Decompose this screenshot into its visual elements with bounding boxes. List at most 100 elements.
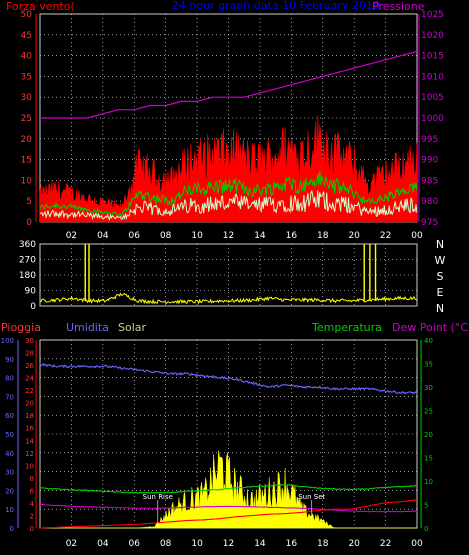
humidity-series — [39, 363, 418, 395]
rain-axis-title: Pioggia — [1, 321, 41, 334]
wind-low-series — [39, 189, 418, 221]
wind-tick-30: 30 — [21, 93, 33, 103]
p3-time-tick-16: 16 — [286, 539, 298, 549]
wind-tick-5: 5 — [26, 197, 32, 207]
humidity-tick-100: 100 — [1, 337, 14, 345]
wind-tick-0: 0 — [26, 218, 32, 228]
p1-time-tick-08: 08 — [160, 231, 172, 241]
p1-time-tick-10: 10 — [191, 231, 203, 241]
p1-time-tick-14: 14 — [254, 231, 266, 241]
solar-axis-title: Solar — [118, 321, 147, 334]
humidity-temperature-panel: 0102030405060708090100024681012141618202… — [1, 337, 433, 549]
humidity-tick-90: 90 — [5, 356, 14, 364]
temp-tick-5: 5 — [424, 502, 428, 510]
rain-tick-20: 20 — [25, 400, 34, 408]
p3-time-tick-06: 06 — [129, 539, 141, 549]
temp-tick-30: 30 — [424, 384, 433, 392]
rain-tick-30: 30 — [25, 337, 34, 345]
wind-tick-20: 20 — [21, 135, 33, 145]
temp-tick-25: 25 — [424, 408, 433, 416]
pressure-tick-985: 985 — [421, 176, 438, 186]
p1-time-tick-20: 20 — [348, 231, 360, 241]
pressure-tick-980: 980 — [421, 197, 438, 207]
wind-average-series — [39, 170, 418, 217]
humidity-tick-0: 0 — [10, 525, 14, 533]
rain-tick-16: 16 — [25, 425, 34, 433]
rain-series — [40, 499, 418, 529]
pressure-tick-990: 990 — [421, 156, 438, 166]
wind-tick-45: 45 — [21, 31, 32, 41]
temp-tick-15: 15 — [424, 455, 433, 463]
temp-tick-40: 40 — [424, 337, 433, 345]
pressure-tick-1005: 1005 — [421, 93, 444, 103]
direction-tick-270: 270 — [19, 256, 36, 266]
p3-time-tick-04: 04 — [97, 539, 109, 549]
temp-tick-35: 35 — [424, 361, 433, 369]
direction-tick-90: 90 — [25, 287, 37, 297]
direction-series — [39, 292, 418, 305]
rain-tick-10: 10 — [25, 462, 34, 470]
p3-time-tick-18: 18 — [317, 539, 329, 549]
pressure-tick-1020: 1020 — [421, 31, 444, 41]
rain-tick-6: 6 — [30, 487, 35, 495]
dewpoint-series — [39, 503, 418, 513]
sunrise-label: Sun Rise — [143, 493, 173, 501]
wind-speed-axis-title: Forza vento( — [6, 0, 75, 13]
pressure-tick-995: 995 — [421, 135, 438, 145]
p1-time-tick-18: 18 — [317, 231, 329, 241]
p3-time-tick-10: 10 — [191, 539, 203, 549]
wind-tick-35: 35 — [21, 72, 32, 82]
sunset-label: Sun Set — [298, 493, 325, 501]
p3-time-tick-00: 00 — [411, 539, 423, 549]
humidity-tick-80: 80 — [5, 375, 14, 383]
rain-tick-18: 18 — [25, 412, 34, 420]
p3-time-tick-20: 20 — [348, 539, 360, 549]
wind-tick-50: 50 — [21, 10, 33, 20]
compass-label-4: N — [436, 302, 444, 315]
direction-tick-0: 0 — [30, 302, 36, 312]
humidity-tick-50: 50 — [5, 431, 14, 439]
rain-tick-12: 12 — [25, 450, 34, 458]
rain-tick-28: 28 — [25, 350, 34, 358]
temp-tick-0: 0 — [424, 525, 428, 533]
wind-tick-40: 40 — [21, 52, 33, 62]
rain-tick-26: 26 — [25, 362, 34, 370]
pressure-tick-1025: 1025 — [421, 10, 444, 20]
pressure-tick-1015: 1015 — [421, 52, 444, 62]
wind-tick-25: 25 — [21, 114, 32, 124]
p3-time-tick-14: 14 — [254, 539, 266, 549]
temp-tick-10: 10 — [424, 478, 433, 486]
rain-tick-8: 8 — [30, 475, 34, 483]
chart-title: 24 hour graph data 10 February 2019 — [172, 0, 380, 12]
pressure-tick-975: 975 — [421, 218, 438, 228]
wind-tick-15: 15 — [21, 156, 32, 166]
pressure-series — [40, 50, 418, 119]
humidity-tick-20: 20 — [5, 487, 14, 495]
p1-time-tick-12: 12 — [223, 231, 234, 241]
humidity-axis-title: Umidita — [66, 321, 109, 334]
compass-label-3: E — [437, 286, 444, 299]
p1-time-tick-22: 22 — [380, 231, 391, 241]
p2-frame — [39, 243, 418, 307]
p1-time-tick-02: 02 — [66, 231, 77, 241]
humidity-tick-40: 40 — [5, 450, 14, 458]
p1-time-tick-06: 06 — [129, 231, 141, 241]
p3-time-tick-12: 12 — [223, 539, 234, 549]
wind-tick-10: 10 — [21, 176, 33, 186]
pressure-tick-1010: 1010 — [421, 72, 444, 82]
rain-tick-14: 14 — [25, 437, 34, 445]
wind-pressure-panel: 0510152025303540455097598098599099510001… — [21, 10, 445, 241]
direction-tick-180: 180 — [19, 271, 36, 281]
p1-time-tick-00: 00 — [411, 231, 423, 241]
humidity-tick-60: 60 — [5, 412, 14, 420]
temperature-axis-title: Temperatura — [311, 321, 382, 334]
compass-label-0: N — [436, 238, 444, 251]
dewpoint-axis-title: Dew Point (°C) — [392, 321, 469, 334]
rain-tick-22: 22 — [25, 387, 34, 395]
p1-time-tick-04: 04 — [97, 231, 109, 241]
rain-tick-2: 2 — [30, 512, 34, 520]
p1-time-tick-16: 16 — [286, 231, 298, 241]
p3-time-tick-02: 02 — [66, 539, 77, 549]
